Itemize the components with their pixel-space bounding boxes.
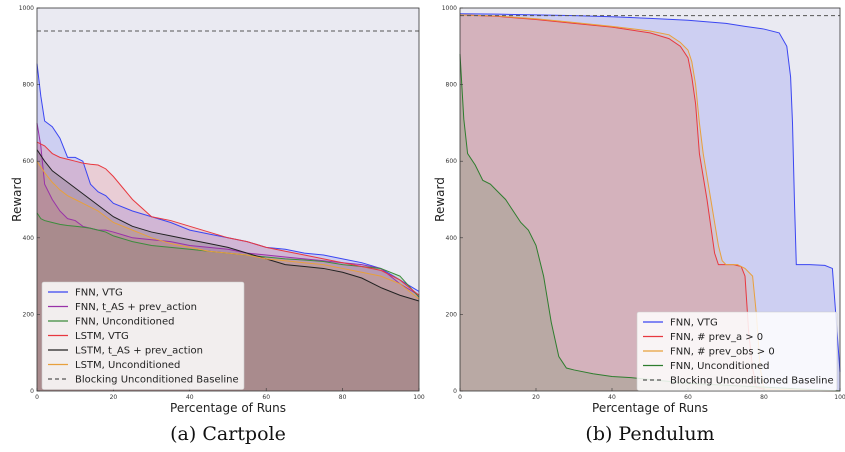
legend-entry: FNN, VTG xyxy=(48,288,123,299)
legend-entry: FNN, VTG xyxy=(643,318,718,329)
plot-frame xyxy=(36,7,420,392)
series-fill-fnn-vtg xyxy=(460,13,840,392)
series-line-fnn-unconditioned xyxy=(36,212,420,298)
x-tick-label: 20 xyxy=(110,394,118,401)
legend-entry: LSTM, t_AS + prev_action xyxy=(48,346,203,357)
x-tick-label: 80 xyxy=(760,394,768,401)
legend-label: FNN, Unconditioned xyxy=(75,317,174,328)
y-tick-label: 200 xyxy=(23,311,35,318)
y-tick-label: 800 xyxy=(23,82,35,89)
y-tick-label: 600 xyxy=(23,158,35,165)
cartpole-chart: 0 20 40 60 80 10002004006008001000Percentage … xyxy=(10,5,425,445)
x-tick-label: 60 xyxy=(262,394,270,401)
y-tick-label: 200 xyxy=(446,311,458,318)
legend-entry: FNN, Unconditioned xyxy=(48,317,174,328)
legend: FNN, VTG FNN, # prev_a > 0 FNN, # prev_obs… xyxy=(636,311,838,391)
legend-entry: FNN, # prev_obs > 0 xyxy=(643,347,775,358)
legend-label: Blocking Unconditioned Baseline xyxy=(75,375,239,386)
legend-label: FNN, Unconditioned xyxy=(670,361,769,372)
legend-label: LSTM, t_AS + prev_action xyxy=(75,346,203,357)
legend-label: Blocking Unconditioned Baseline xyxy=(670,376,834,387)
legend-label: FNN, # prev_a > 0 xyxy=(670,332,763,343)
x-axis-label: Percentage of Runs xyxy=(170,401,286,415)
legend-box xyxy=(41,281,245,390)
legend-entry: FNN, t_AS + prev_action xyxy=(48,302,197,313)
pendulum-chart: 0 20 40 60 80 10002004006008001000Percentage … xyxy=(433,5,845,445)
legend-entry: LSTM, VTG xyxy=(48,331,129,342)
y-axis-label: Reward xyxy=(433,177,447,222)
y-tick-label: 600 xyxy=(446,158,458,165)
figure-caption: (b) Pendulum xyxy=(585,423,714,445)
x-tick-label: 20 xyxy=(532,394,540,401)
x-tick-label: 0 xyxy=(35,394,39,401)
legend-entry: Blocking Unconditioned Baseline xyxy=(48,375,239,386)
legend-label: LSTM, Unconditioned xyxy=(75,360,180,371)
series-fill-fnn-prev-obs-0 xyxy=(460,14,840,391)
x-tick-label: 100 xyxy=(834,394,845,401)
plot-frame xyxy=(459,7,841,392)
figure-caption: (a) Cartpole xyxy=(170,423,286,445)
series-line-fnn-prev-obs-0 xyxy=(459,14,841,392)
series-fill-fnn-unconditioned xyxy=(460,53,840,392)
legend-entry: Blocking Unconditioned Baseline xyxy=(643,376,834,387)
x-tick-label: 0 xyxy=(458,394,462,401)
x-tick-label: 80 xyxy=(339,394,347,401)
y-tick-label: 800 xyxy=(446,82,458,89)
y-tick-label: 1000 xyxy=(19,5,34,12)
series-fill-fnn-prev-a-0 xyxy=(460,14,840,391)
legend-label: FNN, t_AS + prev_action xyxy=(75,302,197,313)
x-tick-label: 100 xyxy=(413,394,425,401)
y-axis-label: Reward xyxy=(10,177,24,222)
series-line-lstm-unconditioned xyxy=(36,160,420,300)
legend-label: FNN, VTG xyxy=(75,288,123,299)
y-tick-label: 1000 xyxy=(442,5,457,12)
y-tick-label: 400 xyxy=(446,235,458,242)
x-tick-label: 40 xyxy=(186,394,194,401)
series-line-lstm-t-as-prev-action xyxy=(36,149,420,302)
legend-label: LSTM, VTG xyxy=(75,331,129,342)
y-tick-label: 0 xyxy=(453,388,457,395)
legend-entry: FNN, Unconditioned xyxy=(643,361,769,372)
legend-label: FNN, VTG xyxy=(670,318,718,329)
series-line-fnn-vtg xyxy=(36,63,420,292)
x-tick-label: 60 xyxy=(684,394,692,401)
x-axis-label: Percentage of Runs xyxy=(592,401,708,415)
y-tick-label: 0 xyxy=(30,388,34,395)
legend: FNN, VTG FNN, t_AS + prev_action FNN, Unco… xyxy=(41,281,245,390)
legend-entry: LSTM, Unconditioned xyxy=(48,360,180,371)
y-tick-label: 400 xyxy=(23,235,35,242)
legend-label: FNN, # prev_obs > 0 xyxy=(670,347,775,358)
legend-box xyxy=(636,311,838,391)
series-line-lstm-vtg xyxy=(36,141,420,296)
legend-entry: FNN, # prev_a > 0 xyxy=(643,332,763,343)
x-tick-label: 40 xyxy=(608,394,616,401)
